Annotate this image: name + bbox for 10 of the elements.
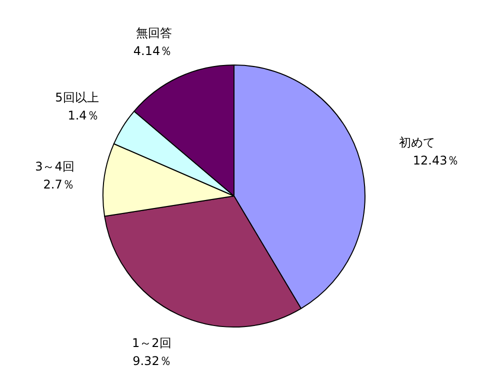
data-label: 1.4％	[68, 108, 99, 123]
slice-label: 初めて	[398, 136, 435, 150]
slice-label: 1～2回	[132, 336, 172, 350]
data-label: 12.43％	[412, 154, 460, 168]
slice-label: 無回答	[136, 26, 172, 40]
data-label: 2.7％	[43, 177, 74, 192]
slice-label: 5回以上	[55, 90, 99, 105]
slice-label: 3～4回	[35, 159, 74, 174]
data-label: 9.32％	[132, 354, 172, 368]
data-label: 4.14％	[133, 44, 172, 58]
